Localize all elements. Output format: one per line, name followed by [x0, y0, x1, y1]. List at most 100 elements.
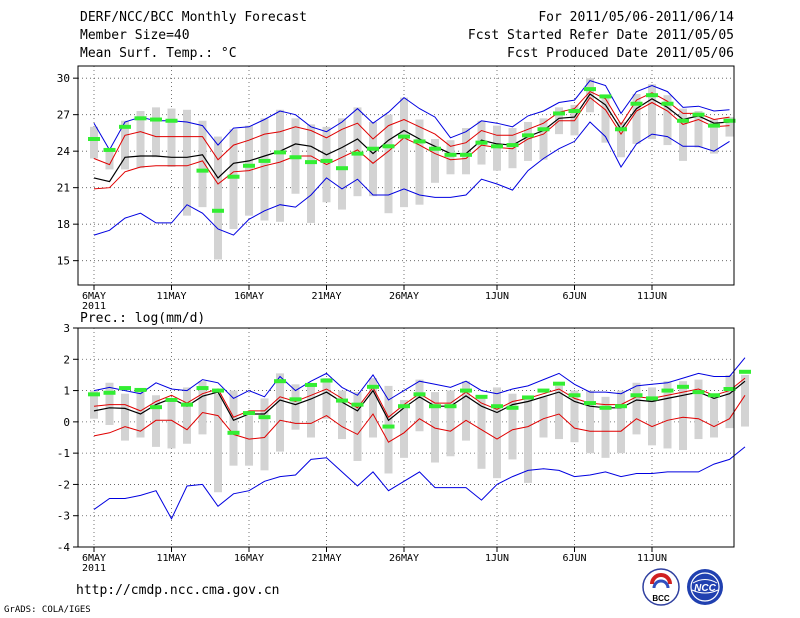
observed-marker [413, 139, 426, 144]
observed-marker [599, 94, 612, 99]
ensemble-box [524, 121, 532, 161]
observed-marker [165, 397, 178, 402]
observed-marker [646, 93, 658, 98]
ensemble-box [725, 117, 734, 137]
ensemble-box [167, 398, 176, 449]
xtick-label: 11JUN [637, 553, 667, 564]
observed-marker [258, 415, 271, 420]
xtick-label: 1JUN [485, 553, 509, 564]
observed-marker [289, 155, 302, 160]
observed-marker [320, 158, 333, 163]
ensemble-box [508, 393, 517, 460]
xtick-label: 11JUN [637, 291, 667, 302]
observed-marker [150, 117, 162, 122]
ensemble-box [663, 381, 672, 449]
observed-marker [88, 137, 100, 141]
ensemble-box [694, 379, 703, 440]
observed-marker [491, 144, 503, 149]
observed-marker [382, 424, 395, 429]
ensemble-box [586, 390, 594, 454]
xtick-label: 26MAY [389, 291, 419, 302]
observed-marker [723, 387, 736, 392]
ensemble-box [400, 399, 408, 458]
ensemble-box [167, 108, 176, 167]
ensemble-box [369, 121, 377, 197]
fcst-produced-date: Fcst Produced Date 2011/05/06 [507, 46, 734, 61]
observed-marker [553, 381, 565, 386]
xtick-label: 21MAY [311, 291, 341, 302]
plot-frame [77, 65, 735, 286]
lower-outer-line [93, 446, 746, 520]
ensemble-box [710, 119, 718, 154]
ensemble-box [431, 392, 439, 463]
xtick-label: 11MAY [156, 291, 186, 302]
ensemble-box [524, 396, 532, 483]
observed-marker [568, 393, 581, 398]
ensemble-box [741, 374, 749, 427]
observed-marker [646, 396, 658, 401]
observed-marker [212, 388, 224, 393]
observed-marker [692, 390, 705, 395]
observed-marker [537, 127, 550, 132]
xtick-label: 1JUN [485, 291, 509, 302]
observed-marker [336, 166, 348, 171]
ytick-label: 15 [57, 255, 70, 268]
ytick-label: -3 [57, 510, 70, 523]
ensemble-box [353, 392, 362, 461]
ensemble-box [539, 118, 548, 160]
observed-marker [351, 402, 364, 407]
ensemble-box [477, 398, 486, 469]
variable-label: Mean Surf. Temp.: °C [80, 46, 237, 61]
observed-marker [599, 405, 612, 410]
upper-outer-line [93, 80, 730, 151]
ensemble-box [617, 121, 625, 158]
ensemble-box [710, 398, 718, 438]
observed-marker [568, 109, 581, 114]
observed-marker [398, 134, 410, 139]
xtick-label: 26MAY [389, 553, 419, 564]
ensemble-box [214, 393, 222, 493]
source-url[interactable]: http://cmdp.ncc.cma.gov.cn [76, 583, 280, 598]
ensemble-box [291, 384, 300, 430]
ytick-label: -2 [57, 478, 70, 491]
observed-marker [723, 118, 736, 123]
ensemble-box [725, 374, 734, 429]
observed-marker [661, 101, 674, 106]
ensemble-box [121, 120, 129, 170]
observed-marker [615, 404, 627, 409]
observed-marker [181, 402, 193, 407]
observed-marker [522, 133, 534, 138]
ensemble-box [338, 118, 346, 210]
ensemble-box [632, 382, 641, 435]
observed-marker [630, 393, 643, 398]
ensemble-box [229, 390, 238, 466]
ensemble-box [400, 97, 408, 208]
observed-marker [119, 124, 131, 129]
observed-marker [429, 146, 441, 151]
ytick-label: 30 [57, 72, 70, 85]
xtick-label: 16MAY [234, 553, 264, 564]
ensemble-box [90, 126, 98, 159]
observed-marker [320, 378, 333, 383]
ensemble-box [136, 111, 145, 169]
ytick-label: 27 [57, 109, 70, 122]
plot-frame [77, 327, 735, 548]
ensemble-box [462, 381, 470, 441]
ensemble-box [415, 119, 424, 205]
observed-marker [243, 163, 255, 168]
observed-marker [708, 393, 720, 398]
ensemble-box [121, 393, 129, 441]
observed-marker [150, 405, 162, 410]
ensemble-box [260, 398, 269, 471]
observed-marker [475, 394, 488, 399]
observed-marker [289, 397, 302, 402]
ncc-logo: NCC [687, 569, 723, 605]
ytick-label: 3 [63, 322, 70, 335]
svg-text:NCC: NCC [694, 583, 716, 594]
observed-marker [274, 150, 286, 155]
ensemble-box [152, 107, 160, 158]
xtick-year-label: 2011 [82, 301, 106, 312]
ensemble-box [198, 120, 207, 208]
observed-marker [522, 395, 534, 400]
ensemble-box [679, 381, 687, 451]
